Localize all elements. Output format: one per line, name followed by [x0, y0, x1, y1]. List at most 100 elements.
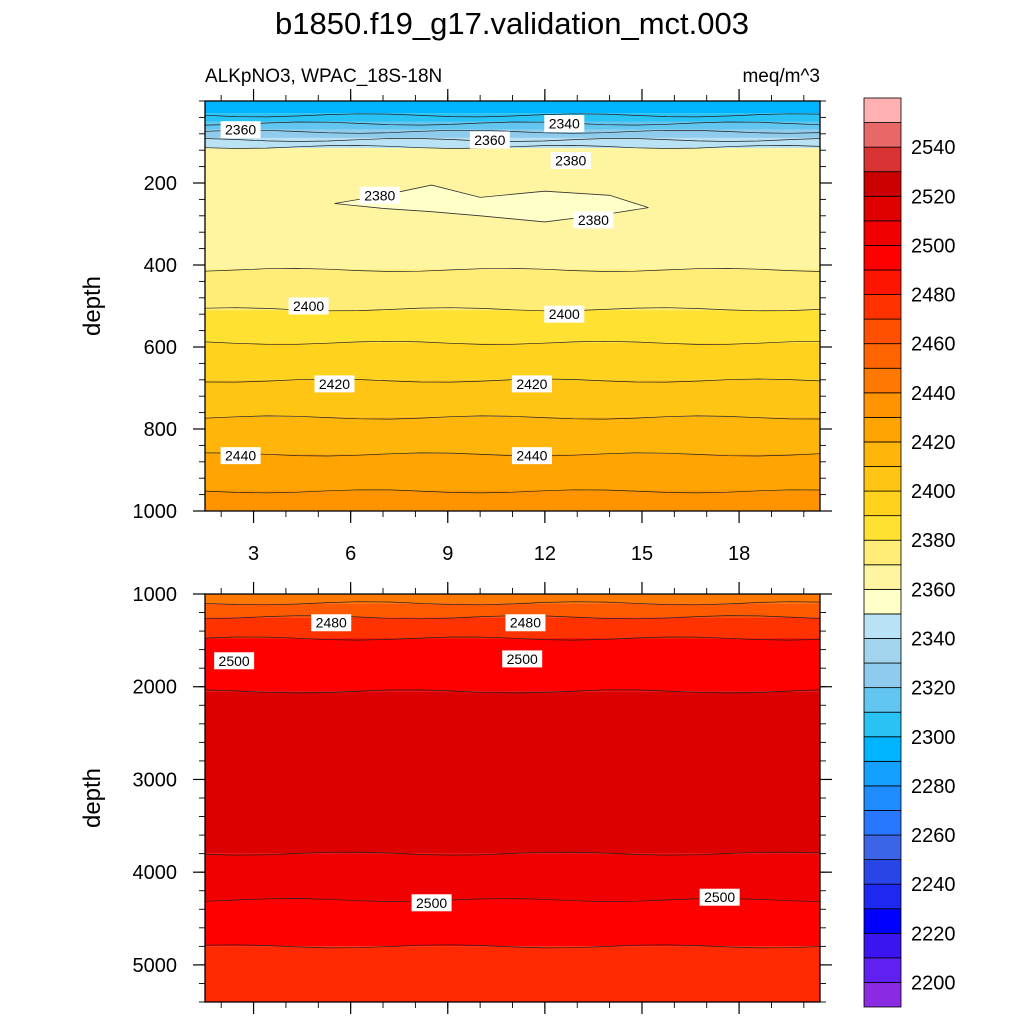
- colorbar-swatch: [863, 343, 902, 369]
- contour-band: [205, 342, 820, 380]
- contour-band: [205, 900, 820, 947]
- y-tick-label: 800: [144, 419, 177, 441]
- colorbar-swatch: [863, 269, 902, 295]
- colorbar-swatch: [863, 220, 902, 246]
- contour-line: [205, 851, 820, 856]
- contour-label-box: [544, 305, 585, 323]
- contour-label: 2400: [549, 306, 580, 322]
- colorbar-label: 2360: [911, 579, 956, 601]
- colorbar-label: 2220: [911, 923, 956, 945]
- y-axis-label: depth: [79, 768, 106, 828]
- colorbar-label: 2260: [911, 825, 956, 847]
- x-tick-label: 18: [728, 543, 750, 565]
- left-subtitle: ALKpNO3, WPAC_18S-18N: [205, 66, 442, 87]
- colorbar-swatch: [863, 638, 902, 664]
- y-tick-label: 600: [144, 337, 177, 359]
- colorbar-swatch: [863, 195, 902, 222]
- contour-label: 2360: [225, 122, 256, 138]
- contour-label: 2480: [316, 615, 347, 631]
- contour-label: 2420: [516, 376, 547, 392]
- colorbar-label: 2400: [911, 481, 956, 503]
- colorbar-swatch: [863, 367, 902, 394]
- x-tick-label: 15: [631, 543, 653, 565]
- x-tick-label: 3: [248, 543, 259, 565]
- contour-band: [205, 490, 820, 511]
- contour-line: [205, 689, 820, 694]
- contour-label-box: [214, 652, 255, 670]
- colorbar-swatch: [863, 466, 902, 492]
- contour-label-box: [359, 186, 400, 204]
- y-axis-label: depth: [79, 276, 106, 336]
- y-tick-label: 5000: [133, 955, 178, 977]
- colorbar-label: 2380: [911, 530, 956, 552]
- contour-band: [205, 594, 820, 604]
- y-tick-label: 2000: [133, 677, 178, 699]
- colorbar-swatch: [863, 859, 902, 885]
- colorbar-label: 2440: [911, 383, 956, 405]
- contour-label-box: [544, 115, 585, 133]
- y-tick-label: 1000: [133, 501, 178, 523]
- colorbar-label: 2280: [911, 776, 956, 798]
- colorbar-swatch: [863, 810, 902, 836]
- colorbar-swatch: [863, 97, 902, 123]
- colorbar-swatch: [863, 908, 902, 934]
- contour-label-box: [311, 614, 352, 632]
- colorbar-label: 2460: [911, 334, 956, 356]
- contour-band: [205, 113, 820, 122]
- y-tick-label: 200: [144, 173, 177, 195]
- colorbar-swatch: [863, 736, 902, 762]
- contour-label: 2480: [510, 615, 541, 631]
- colorbar-swatch: [863, 539, 902, 566]
- colorbar-swatch: [863, 294, 902, 320]
- contour-label: 2440: [516, 448, 547, 464]
- contour-band: [205, 946, 820, 1002]
- contour-band: [205, 603, 820, 618]
- colorbar-label: 2500: [911, 235, 956, 257]
- colorbar-swatch: [863, 588, 902, 615]
- colorbar-label: 2200: [911, 972, 956, 994]
- contour-label-box: [511, 447, 552, 465]
- colorbar: 2200 2220 2240 2260 2280 2300 2320 2340 2360 2380…: [863, 97, 956, 1008]
- contour-line: [205, 113, 820, 118]
- contour-label-box: [411, 894, 452, 912]
- colorbar-swatch: [863, 834, 902, 860]
- contour-label-box: [550, 151, 591, 169]
- colorbar-label: 2420: [911, 432, 956, 454]
- contour-label: 2380: [364, 187, 395, 203]
- contour-line: [205, 636, 820, 641]
- contour-label: 2380: [578, 212, 609, 228]
- colorbar-swatch: [863, 146, 902, 173]
- colorbar-swatch: [863, 122, 902, 148]
- colorbar-swatch: [863, 490, 902, 517]
- y-tick-label: 4000: [133, 862, 178, 884]
- colorbar-swatch: [863, 171, 902, 197]
- contour-label-box: [699, 888, 740, 906]
- colorbar-swatch: [863, 441, 902, 467]
- colorbar-label: 2240: [911, 874, 956, 896]
- y-tick-label: 3000: [133, 769, 178, 791]
- units-subtitle: meq/m^3: [742, 66, 820, 87]
- contour-line: [205, 268, 820, 272]
- colorbar-label: 2340: [911, 628, 956, 650]
- colorbar-swatch: [863, 932, 902, 959]
- contour-line: [205, 138, 820, 142]
- colorbar-label: 2540: [911, 137, 956, 159]
- contour-label: 2380: [555, 152, 586, 168]
- colorbar-swatch: [863, 785, 902, 811]
- contour-band: [205, 691, 820, 854]
- contour-label-box: [288, 297, 329, 315]
- chart-title: b1850.f19_g17.validation_mct.003: [275, 6, 749, 41]
- colorbar-swatch: [863, 957, 902, 983]
- lower-panel: 2480 2480 2500 2500 2500 2500 1000 2000 3000 4000…: [79, 582, 832, 1014]
- colorbar-swatch: [863, 392, 902, 418]
- contour-label-box: [511, 375, 552, 393]
- colorbar-swatch: [863, 318, 902, 345]
- colorbar-label: 2320: [911, 678, 956, 700]
- contour-label-box: [314, 375, 355, 393]
- contour-label: 2440: [225, 448, 256, 464]
- contour-label: 2420: [319, 376, 350, 392]
- contour-line: [205, 145, 820, 149]
- contour-label: 2500: [507, 651, 538, 667]
- contour-band: [205, 310, 820, 343]
- y-tick-label: 1000: [133, 584, 178, 606]
